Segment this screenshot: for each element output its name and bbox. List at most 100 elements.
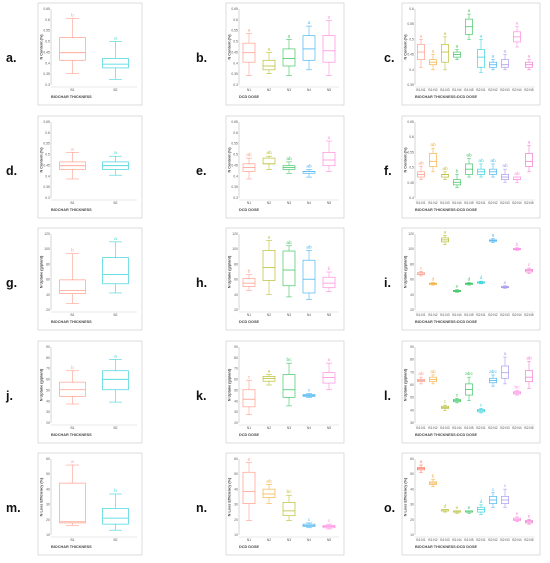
box-iqr: [282, 502, 296, 517]
panel-c: c. N Content (%) 0.6 0.55 0.5 0.45 0.4 0.35 a B1:…: [384, 2, 541, 106]
box-B2: a B2: [102, 237, 129, 317]
box-B1:N5: ab B1:N5: [464, 153, 473, 205]
x-tick-label: N5: [327, 538, 331, 542]
x-tick-label: B1:N5: [464, 426, 473, 430]
panel-d: d. N Content (%) 0.65 0.6 0.55 0.5 0.45 0.4 0.35…: [6, 115, 143, 219]
y-tick-label: 0.65: [43, 120, 50, 124]
y-axis-label: N Loss Efficiency (%): [404, 477, 408, 516]
panel-label: a.: [6, 51, 16, 65]
y-tick-label: 80: [410, 262, 414, 266]
y-axis-label: N Loss Efficiency (%): [40, 477, 44, 516]
y-tick-label: 20: [234, 421, 238, 425]
box-B1:N4: e B1:N4: [452, 506, 461, 542]
y-tick-label: 100: [232, 247, 238, 251]
significance-letter: ab: [526, 356, 532, 362]
significance-letter: ab: [418, 161, 424, 167]
box-N2: a N2: [262, 370, 276, 430]
y-tick-label: 40: [410, 487, 414, 491]
significance-letter: ab: [490, 158, 496, 164]
significance-letter: e: [504, 281, 507, 286]
box-B2:N3: a B2:N3: [500, 352, 509, 430]
panel-b: b. N Content (%) 0.65 0.6 0.55 0.5 0.45 0.4 0.35…: [196, 2, 345, 106]
x-tick-label: B2:N3: [500, 538, 509, 542]
box-N3: ab N3: [282, 240, 296, 317]
y-tick-label: 0.5: [233, 40, 238, 44]
box-B1: b B1: [59, 13, 86, 92]
significance-letter: ab: [306, 244, 312, 250]
y-tick-label: 0.45: [407, 53, 414, 57]
x-tick-label: B2:N1: [476, 88, 485, 92]
y-tick-label: 60: [234, 378, 238, 382]
y-tick-label: 40: [46, 487, 50, 491]
x-axis-label: BIOCHAR THICKNESS: [51, 95, 92, 99]
significance-letter: a: [268, 236, 271, 241]
box-iqr: [477, 49, 485, 68]
y-tick-label: 0.55: [43, 29, 50, 33]
x-axis-label: DCD DOSE: [239, 545, 260, 549]
y-tick-label: 30: [46, 503, 50, 507]
significance-letter: ab: [418, 371, 424, 377]
box-B2:N1: d B2:N1: [476, 275, 485, 317]
x-tick-label: B1:N4: [452, 313, 461, 317]
box-B1:N1: ab B1:N1: [416, 161, 425, 205]
box-iqr: [501, 365, 509, 379]
panel-frame: [37, 452, 143, 556]
significance-letter: a: [420, 34, 423, 39]
x-tick-label: B2: [113, 201, 117, 205]
y-tick-label: 80: [234, 262, 238, 266]
significance-letter: a: [71, 460, 74, 465]
x-tick-label: B2:N2: [488, 538, 497, 542]
y-tick-label: 30: [46, 410, 50, 414]
x-axis-label: BIOCHAR THICKNESS: [51, 320, 92, 324]
box-N1: a N1: [242, 29, 256, 92]
significance-letter: e: [456, 285, 459, 290]
x-tick-label: B2:N3: [500, 313, 509, 317]
x-tick-label: B1:N4: [452, 201, 461, 205]
y-tick-label: 0.55: [43, 142, 50, 146]
y-tick-label: 80: [46, 356, 50, 360]
y-tick-label: 60: [234, 278, 238, 282]
panel-frame: [225, 227, 345, 331]
x-tick-label: B2:N4: [512, 426, 521, 430]
x-tick-label: B2:N5: [524, 313, 533, 317]
significance-letter: c: [420, 266, 423, 271]
y-tick-label: 80: [234, 356, 238, 360]
y-axis-label: N Content (%): [40, 34, 44, 60]
box-iqr: [242, 278, 256, 287]
significance-letter: b: [432, 474, 435, 480]
box-iqr: [242, 471, 256, 504]
box-iqr: [429, 153, 437, 167]
box-N2: a N2: [262, 236, 276, 317]
significance-letter: ab: [286, 240, 292, 246]
box-N2: a N2: [262, 48, 276, 92]
y-axis-label: N Content (%): [404, 147, 408, 173]
panel-frame: [225, 340, 345, 444]
box-N5: a N5: [322, 358, 336, 430]
significance-letter: ab: [286, 156, 292, 162]
box-B2:N1: a B2:N1: [476, 34, 485, 92]
y-tick-label: 30: [410, 421, 414, 425]
y-tick-label: 0.3: [233, 196, 238, 200]
significance-letter: c: [308, 389, 311, 394]
panel-frame: [401, 227, 541, 331]
x-tick-label: B1:N2: [428, 538, 437, 542]
y-tick-label: 0.6: [45, 131, 50, 135]
y-tick-label: 0.35: [43, 185, 50, 189]
box-B2:N2: ab B2:N2: [488, 158, 497, 205]
box-iqr: [59, 381, 86, 397]
box-iqr: [525, 370, 533, 382]
y-tick-label: 20: [234, 308, 238, 312]
box-B1:N2: d B1:N2: [428, 276, 437, 317]
y-tick-label: 0.4: [233, 61, 238, 65]
y-tick-label: 100: [44, 247, 50, 251]
x-tick-label: B2:N2: [488, 201, 497, 205]
significance-letter: ab: [478, 158, 484, 164]
significance-letter: b: [328, 266, 331, 272]
significance-letter: a: [71, 147, 74, 152]
x-tick-label: N4: [307, 538, 311, 542]
x-tick-label: N4: [307, 313, 311, 317]
box-B1:N5: e B1:N5: [464, 506, 473, 542]
significance-letter: a: [456, 45, 459, 50]
x-axis-label: BIOCHAR THICKNESS:DCD DOSE: [415, 95, 477, 99]
